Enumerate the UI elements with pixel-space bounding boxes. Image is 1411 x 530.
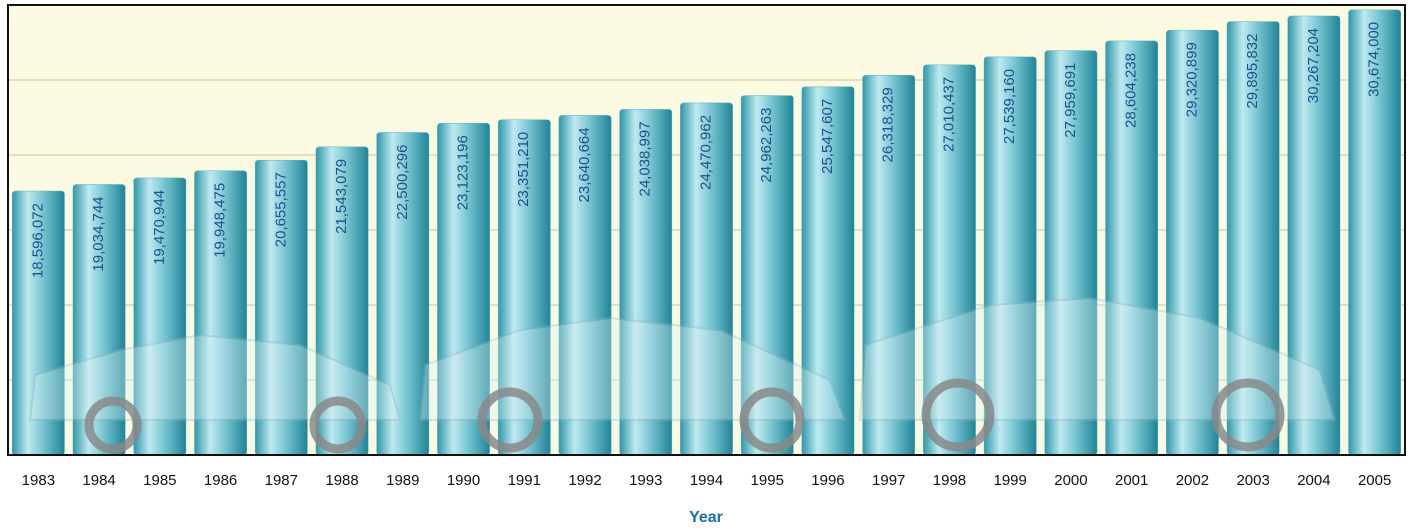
value-label: 21,543,079 [333, 159, 350, 234]
value-label: 27,959,691 [1062, 63, 1079, 138]
x-tick-label: 1987 [265, 472, 298, 489]
x-tick-label: 2005 [1358, 472, 1391, 489]
x-tick-label: 1999 [994, 472, 1027, 489]
value-label: 24,038,997 [637, 121, 654, 196]
value-label: 29,320,899 [1183, 42, 1200, 117]
value-label: 22,500,296 [394, 144, 411, 219]
value-label: 19,470,944 [151, 190, 168, 265]
value-label: 25,547,607 [819, 99, 836, 174]
value-label: 30,267,204 [1305, 28, 1322, 103]
value-label: 24,470,962 [697, 115, 714, 190]
x-tick-label: 1983 [22, 472, 55, 489]
x-tick-label: 1995 [751, 472, 784, 489]
x-tick-label: 1988 [325, 472, 358, 489]
value-label: 23,640,664 [576, 127, 593, 202]
x-tick-label: 2001 [1115, 472, 1148, 489]
value-label: 18,596,072 [29, 203, 46, 278]
x-tick-label: 2003 [1236, 472, 1269, 489]
value-label: 20,655,557 [272, 172, 289, 247]
x-tick-label: 1993 [629, 472, 662, 489]
x-tick-label: 1994 [690, 472, 723, 489]
value-label: 19,948,475 [212, 183, 229, 258]
x-tick-label: 2002 [1176, 472, 1209, 489]
x-tick-label: 1989 [386, 472, 419, 489]
value-label: 23,123,196 [455, 135, 472, 210]
value-label: 30,674,000 [1366, 22, 1383, 97]
x-tick-label: 2004 [1297, 472, 1330, 489]
value-label: 23,351,210 [515, 132, 532, 207]
x-tick-label: 1992 [568, 472, 601, 489]
x-tick-label: 1997 [872, 472, 905, 489]
x-tick-label: 1991 [508, 472, 541, 489]
value-label: 27,539,160 [1001, 69, 1018, 144]
x-tick-label: 1986 [204, 472, 237, 489]
x-tick-label: 1985 [143, 472, 176, 489]
x-tick-label: 2000 [1054, 472, 1087, 489]
value-label: 27,010,437 [940, 77, 957, 152]
value-label: 28,604,238 [1123, 53, 1140, 128]
x-tick-label: 1996 [811, 472, 844, 489]
x-tick-label: 1998 [933, 472, 966, 489]
plot-frame [7, 4, 1406, 456]
value-label: 29,895,832 [1244, 34, 1261, 109]
value-label: 24,962,263 [758, 108, 775, 183]
value-label: 19,034,744 [90, 196, 107, 271]
value-label: 26,318,329 [880, 87, 897, 162]
x-tick-label: 1990 [447, 472, 480, 489]
x-axis-title: Year [689, 509, 723, 526]
x-tick-label: 1984 [82, 472, 115, 489]
car-wheels [84, 378, 1285, 454]
